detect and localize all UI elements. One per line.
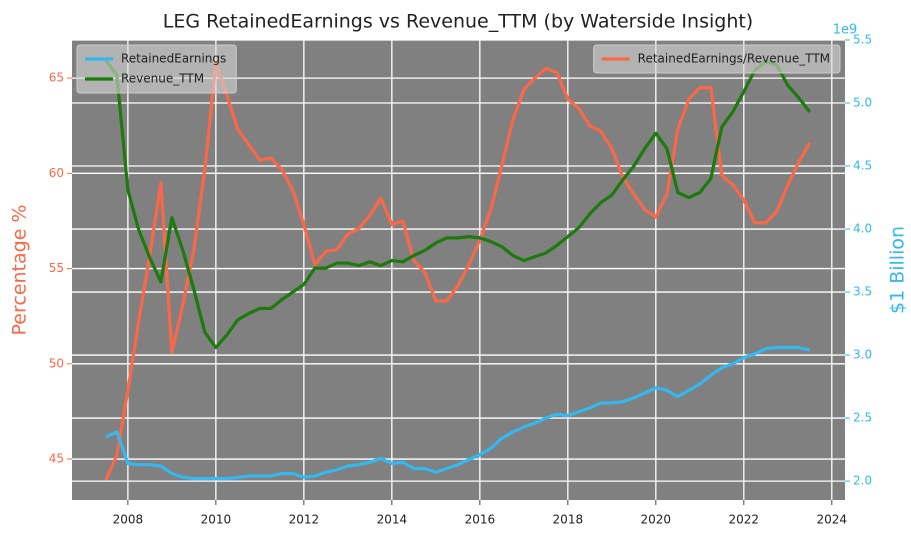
chart-title: LEG RetainedEarnings vs Revenue_TTM (by … (163, 11, 753, 33)
legend-label: RetainedEarnings/Revenue_TTM (638, 52, 830, 66)
y2-tick-label: 4.5 (853, 159, 872, 173)
y-tick-label: 50 (49, 356, 64, 370)
y-axis-label: Percentage % (9, 205, 31, 336)
plot-area (72, 40, 845, 500)
y2-tick-label: 5.0 (853, 96, 872, 110)
legend: RetainedEarnings/Revenue_TTM (593, 44, 841, 74)
x-tick-label: 2020 (641, 513, 672, 527)
x-tick-label: 2008 (113, 513, 144, 527)
y-tick-label: 45 (49, 452, 64, 466)
x-tick-label: 2012 (289, 513, 320, 527)
x-tick-label: 2014 (377, 513, 408, 527)
x-tick-label: 2022 (729, 513, 760, 527)
legend: RetainedEarnings Revenue_TTM (76, 44, 237, 94)
series-line (105, 345, 811, 481)
y2-tick-label: 3.5 (853, 285, 872, 299)
legend-label: Revenue_TTM (121, 72, 204, 86)
y-tick-label: 60 (49, 166, 64, 180)
y2-axis-label: $1 Billion (887, 226, 909, 314)
legend-box (593, 44, 841, 74)
x-tick-label: 2010 (201, 513, 232, 527)
x-tick-label: 2024 (817, 513, 848, 527)
series-line (104, 59, 812, 350)
y-tick-label: 55 (49, 261, 64, 275)
y2-tick-label: 4.0 (853, 222, 872, 236)
y2-tick-label: 2.5 (853, 411, 872, 425)
legend-label: RetainedEarnings (121, 52, 226, 66)
y2-offset-label: 1e9 (833, 23, 858, 38)
y2-tick-label: 5.5 (853, 33, 872, 47)
x-tick-label: 2018 (553, 513, 584, 527)
x-tick-label: 2016 (465, 513, 496, 527)
legend-box (76, 44, 237, 94)
y2-tick-label: 3.0 (853, 348, 872, 362)
y-tick-label: 65 (49, 71, 64, 85)
y2-tick-label: 2.0 (853, 474, 872, 488)
